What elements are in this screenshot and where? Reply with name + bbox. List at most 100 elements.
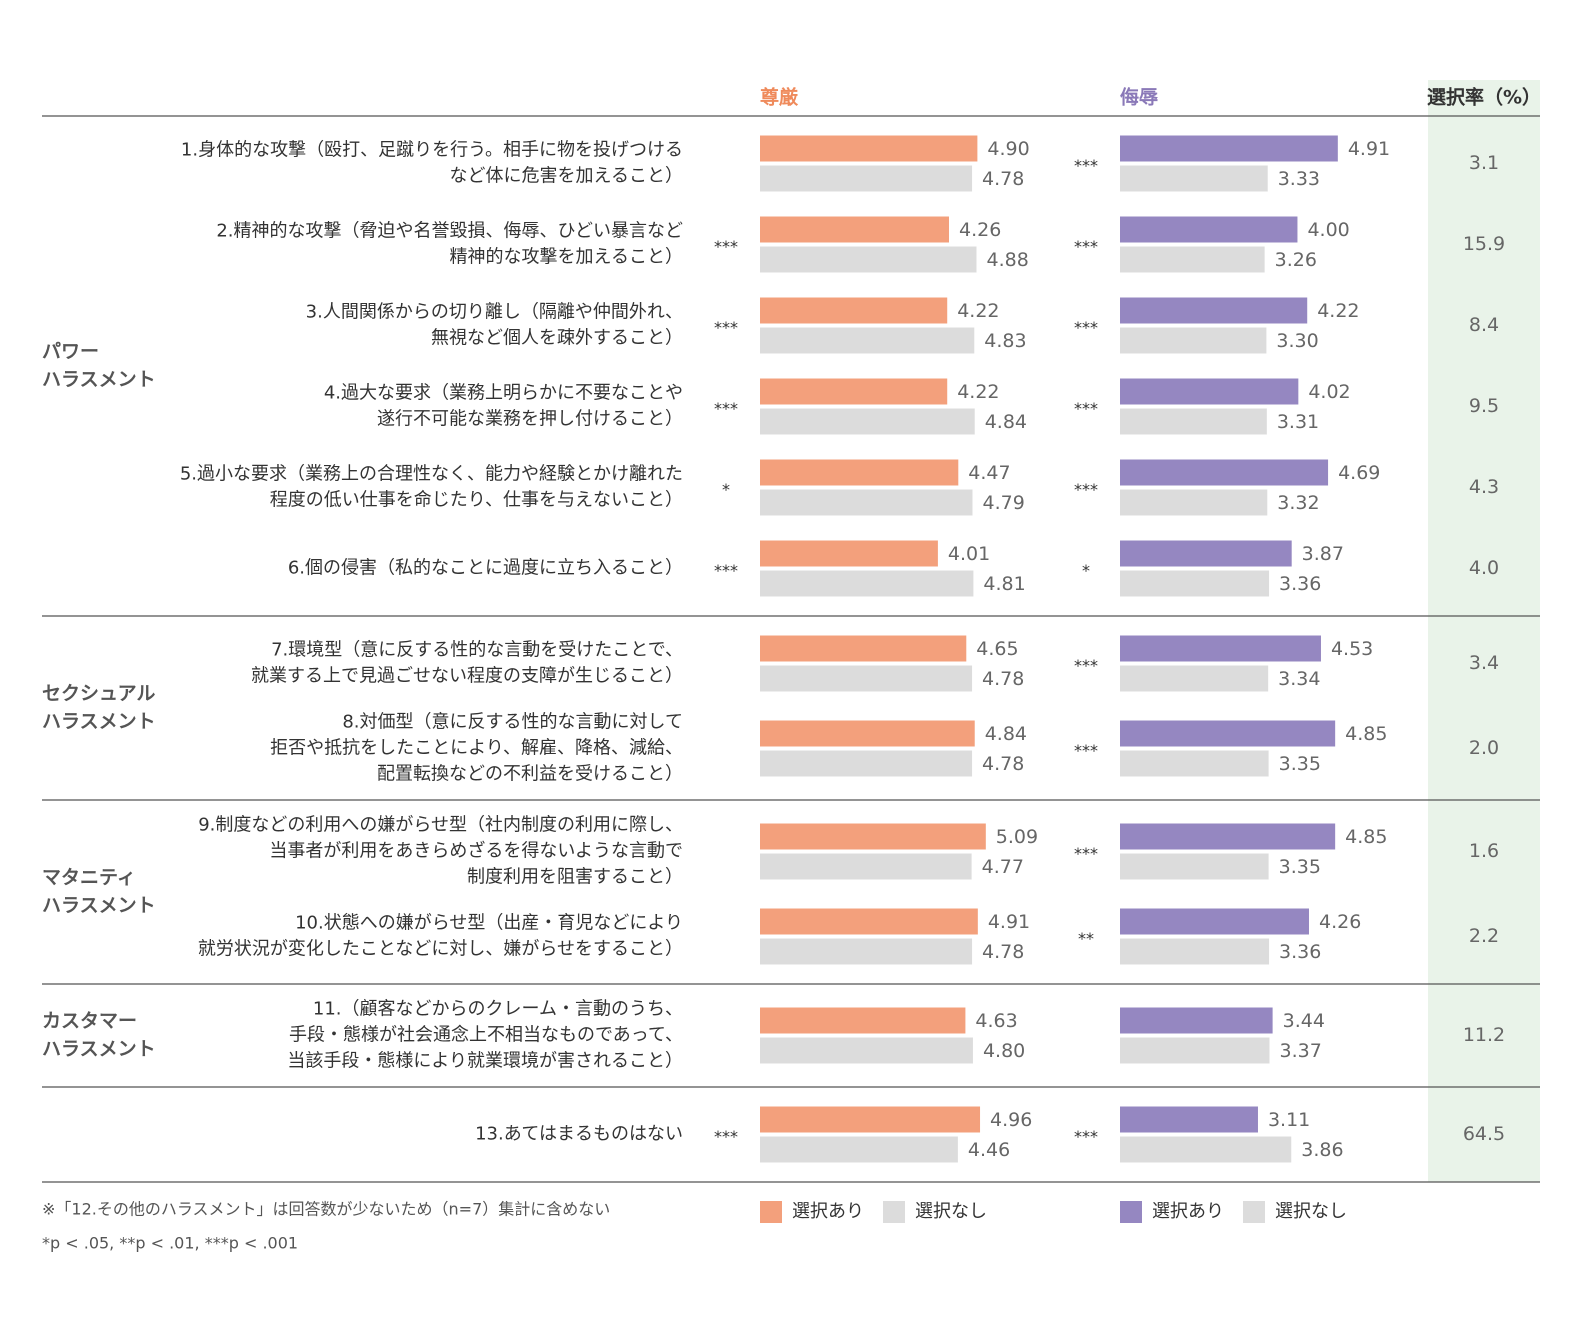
value-label: 5.09 [996,826,1038,848]
value-label: 3.35 [1279,753,1321,775]
significance: *** [1074,480,1098,499]
bar [760,750,973,777]
bar [1120,216,1298,243]
item-label: 4.過大な要求（業務上明らかに不要なことや [324,383,683,404]
bar [760,408,975,435]
value-label: 4.84 [985,723,1027,745]
value-label: 4.26 [959,219,1001,241]
value-label: 3.26 [1275,249,1317,271]
group-label: セクシュアル [42,683,155,705]
significance: * [722,480,730,499]
item-label: 遂行不可能な業務を押し付けること） [377,409,683,430]
value-label: 4.22 [1317,300,1359,322]
significance: *** [1074,237,1098,256]
bar [760,823,986,850]
bar [760,489,973,516]
value-label: 3.37 [1280,1040,1322,1062]
group-label: パワー [42,341,99,363]
item-label: 就業する上で見過ごせない程度の支障が生じること） [251,666,683,687]
rate-value: 11.2 [1463,1024,1505,1046]
bar [760,570,974,597]
bar [1120,823,1336,850]
rate-value: 4.3 [1469,476,1499,498]
rate-value: 9.5 [1469,395,1499,417]
significance: *** [714,318,738,337]
item-label: 配置転換などの不利益を受けること） [377,764,683,785]
value-label: 3.30 [1276,330,1318,352]
value-label: 4.47 [968,462,1010,484]
significance: * [1082,561,1090,580]
rate-value: 2.2 [1469,925,1499,947]
item-label: 2.精神的な攻撃（脅迫や名誉毀損、侮辱、ひどい暴言など [216,221,683,242]
bar [1120,378,1299,405]
bar [1120,459,1329,486]
rate-value: 3.4 [1469,652,1499,674]
value-label: 3.34 [1278,668,1320,690]
value-label: 4.90 [987,138,1029,160]
significance: *** [714,561,738,580]
group-label: ハラスメント [42,369,156,391]
item-label: 8.対価型（意に反する性的な言動に対して [342,712,683,733]
bar [760,459,959,486]
bar [1120,246,1265,273]
value-label: 4.77 [982,856,1024,878]
significance: *** [1074,1127,1098,1146]
rate-value: 64.5 [1463,1123,1505,1145]
bar [760,1106,981,1133]
value-label: 4.00 [1307,219,1349,241]
bar [760,1007,966,1034]
item-label: など体に危害を加えること） [450,166,683,187]
value-label: 4.79 [983,492,1025,514]
bar [1120,540,1292,567]
footnote: ※「12.その他のハラスメント」は回答数が少ないため（n=7）集計に含めない [42,1200,610,1219]
value-label: 4.78 [982,941,1024,963]
rate-value: 8.4 [1469,314,1499,336]
group-label: ハラスメント [42,711,156,733]
item-label: 11.（顧客などからのクレーム・言動のうち、 [313,999,683,1020]
bar [1120,938,1270,965]
footnote: *p < .05, **p < .01, ***p < .001 [42,1234,298,1253]
bar [760,1037,973,1064]
legend-swatch [1243,1201,1265,1223]
bar [760,135,978,162]
group-label: ハラスメント [42,895,156,917]
bar [1120,853,1269,880]
significance: *** [1074,156,1098,175]
item-label: 5.過小な要求（業務上の合理性なく、能力や経験とかけ離れた [180,464,683,485]
bar [1120,908,1309,935]
value-label: 4.65 [976,638,1018,660]
value-label: 3.36 [1279,573,1321,595]
legend-label: 選択なし [915,1201,987,1222]
rate-title: 選択率（%） [1427,86,1541,109]
legend-swatch [760,1201,782,1223]
value-label: 3.31 [1277,411,1319,433]
significance: *** [1074,318,1098,337]
item-label: 1.身体的な攻撃（殴打、足蹴りを行う。相手に物を投げつける [181,140,683,161]
item-label: 3.人間関係からの切り離し（隔離や仲間外れ、 [306,302,683,323]
panel-title: 侮辱 [1120,86,1158,109]
item-label: 13.あてはまるものはない [475,1124,683,1145]
value-label: 4.81 [983,573,1025,595]
bar [760,908,978,935]
value-label: 4.63 [975,1010,1017,1032]
item-label: 精神的な攻撃を加えること） [450,247,683,268]
value-label: 4.78 [982,753,1024,775]
item-label: 7.環境型（意に反する性的な言動を受けたことで、 [271,640,683,661]
value-label: 4.88 [986,249,1028,271]
group-label: ハラスメント [42,1038,156,1060]
value-label: 3.32 [1277,492,1319,514]
item-label: 無視など個人を疎外すること） [431,328,683,349]
legend-label: 選択あり [1152,1201,1224,1222]
value-label: 3.36 [1279,941,1321,963]
value-label: 4.96 [990,1109,1032,1131]
item-label: 9.制度などの利用への嫌がらせ型（社内制度の利用に際し、 [198,815,683,836]
bar [1120,665,1269,692]
bar [760,246,977,273]
significance: *** [1074,399,1098,418]
item-label: 当該手段・態様により就業環境が害されること） [287,1051,683,1072]
item-label: 当事者が利用をあきらめざるを得ないような言動で [269,840,683,862]
value-label: 4.91 [988,911,1030,933]
bar [1120,720,1336,747]
value-label: 4.69 [1338,462,1380,484]
